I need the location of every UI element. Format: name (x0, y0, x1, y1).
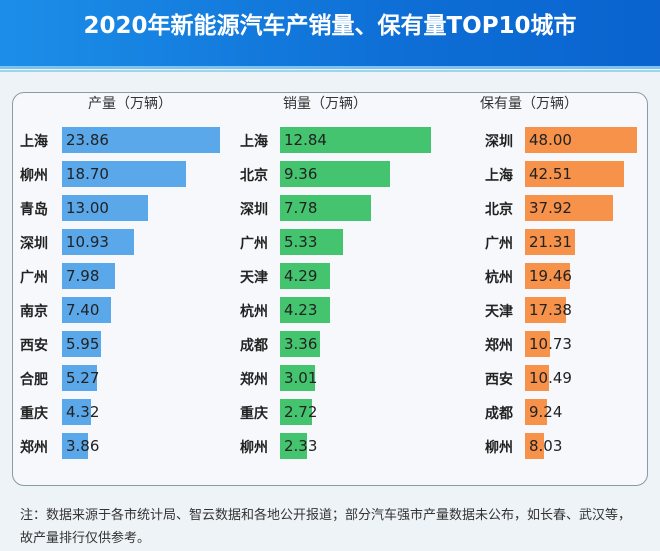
chart-title-ownership: 保有量（万辆） (480, 96, 578, 112)
production-category-label: 西安 (20, 338, 48, 354)
sales-bar (280, 297, 330, 323)
chart-title: 2020年新能源汽车产销量、保有量TOP10城市 (0, 0, 660, 69)
production-value-label: 13.00 (66, 199, 109, 217)
sales-category-label: 深圳 (240, 202, 268, 218)
production-category-label: 合肥 (20, 372, 48, 388)
production-bar (62, 331, 102, 357)
production-bar (62, 433, 88, 459)
sales-bar (280, 399, 312, 425)
production-category-label: 南京 (20, 304, 48, 320)
sales-bar (280, 195, 372, 221)
ownership-bar (525, 297, 566, 323)
sales-category-label: 北京 (240, 168, 268, 184)
production-bar (62, 161, 186, 187)
sales-bar (280, 229, 343, 255)
sales-value-label: 2.72 (284, 403, 318, 421)
ownership-category-label: 上海 (485, 168, 513, 184)
ownership-bar (525, 229, 575, 255)
production-category-label: 郑州 (20, 440, 48, 456)
ownership-category-label: 柳州 (485, 440, 513, 456)
ownership-bar (525, 365, 550, 391)
production-bar (62, 263, 115, 289)
ownership-category-label: 西安 (485, 372, 513, 388)
production-value-label: 23.86 (66, 131, 109, 149)
ownership-value-label: 19.46 (529, 267, 572, 285)
sales-category-label: 天津 (240, 270, 268, 286)
ownership-category-label: 深圳 (485, 134, 513, 150)
ownership-value-label: 10.73 (529, 335, 572, 353)
production-value-label: 7.40 (66, 301, 100, 319)
sales-bar (280, 433, 308, 459)
chart-title-sales: 销量（万辆） (283, 96, 367, 112)
ownership-value-label: 8.03 (529, 437, 563, 455)
production-bar (62, 195, 149, 221)
ownership-value-label: 42.51 (529, 165, 572, 183)
divider (0, 70, 660, 72)
sales-category-label: 重庆 (240, 406, 268, 422)
sales-category-label: 成都 (240, 338, 268, 354)
ownership-category-label: 广州 (485, 236, 513, 252)
footnote: 注：数据来源于各市统计局、智云数据和各地公开报道；部分汽车强市产量数据未公布，如… (20, 508, 632, 546)
production-value-label: 5.27 (66, 369, 100, 387)
ownership-category-label: 成都 (485, 406, 513, 422)
production-value-label: 18.70 (66, 165, 109, 183)
production-category-label: 柳州 (20, 168, 48, 184)
ownership-category-label: 杭州 (485, 270, 513, 286)
sales-value-label: 2.33 (284, 437, 318, 455)
production-category-label: 广州 (20, 270, 48, 286)
ownership-bar (525, 263, 571, 289)
sales-value-label: 12.84 (284, 131, 327, 149)
ownership-value-label: 10.49 (529, 369, 572, 387)
chart-title-production: 产量（万辆） (88, 96, 172, 112)
sales-value-label: 5.33 (284, 233, 318, 251)
sales-bar (280, 161, 391, 187)
sales-category-label: 郑州 (240, 372, 268, 388)
production-value-label: 4.32 (66, 403, 100, 421)
sales-value-label: 3.36 (284, 335, 318, 353)
ownership-category-label: 天津 (485, 304, 513, 320)
sales-value-label: 4.29 (284, 267, 318, 285)
production-bar (62, 365, 97, 391)
sales-bar (280, 263, 331, 289)
ownership-category-label: 郑州 (485, 338, 513, 354)
ownership-value-label: 21.31 (529, 233, 572, 251)
production-value-label: 3.86 (66, 437, 100, 455)
sales-bar (280, 127, 431, 153)
ownership-bar (525, 331, 551, 357)
sales-bar (280, 365, 316, 391)
ownership-value-label: 37.92 (529, 199, 572, 217)
sales-bar (280, 331, 320, 357)
sales-value-label: 4.23 (284, 301, 318, 319)
sales-category-label: 上海 (240, 134, 268, 150)
production-bar (62, 127, 220, 153)
production-category-label: 上海 (20, 134, 48, 150)
production-category-label: 青岛 (20, 202, 48, 218)
ownership-category-label: 北京 (485, 202, 513, 218)
production-value-label: 5.95 (66, 335, 100, 353)
ownership-bar (525, 433, 544, 459)
sales-category-label: 杭州 (240, 304, 268, 320)
sales-category-label: 柳州 (240, 440, 268, 456)
ownership-bar (525, 161, 625, 187)
sales-value-label: 7.78 (284, 199, 318, 217)
sales-category-label: 广州 (240, 236, 268, 252)
ownership-value-label: 9.24 (529, 403, 563, 421)
production-category-label: 重庆 (20, 406, 48, 422)
ownership-bar (525, 195, 614, 221)
ownership-bar (525, 127, 637, 153)
ownership-value-label: 48.00 (529, 131, 572, 149)
production-bar (62, 399, 91, 425)
production-bar (62, 229, 135, 255)
sales-value-label: 9.36 (284, 165, 318, 183)
production-value-label: 7.98 (66, 267, 100, 285)
production-bar (62, 297, 111, 323)
production-category-label: 深圳 (20, 236, 48, 252)
ownership-value-label: 17.38 (529, 301, 572, 319)
ownership-bar (525, 399, 547, 425)
sales-value-label: 3.01 (284, 369, 318, 387)
production-value-label: 10.93 (66, 233, 109, 251)
